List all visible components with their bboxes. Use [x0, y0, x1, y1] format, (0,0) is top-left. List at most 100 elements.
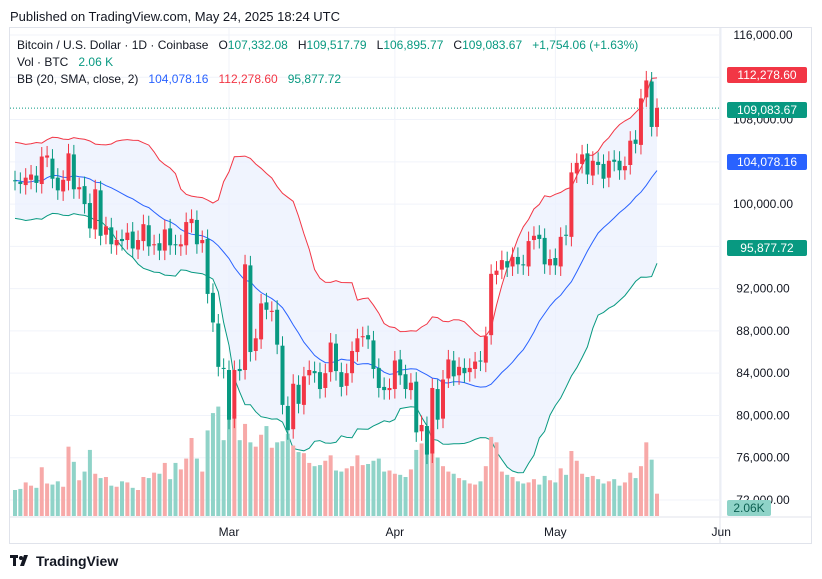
tradingview-brand[interactable]: TradingView: [10, 553, 118, 569]
candle-body[interactable]: [39, 156, 44, 185]
candle-body[interactable]: [376, 367, 381, 388]
candle-body[interactable]: [483, 336, 488, 363]
candle-body[interactable]: [537, 234, 542, 239]
candle-body[interactable]: [168, 228, 173, 246]
candle-body[interactable]: [232, 370, 237, 419]
candle-body[interactable]: [157, 243, 162, 251]
candle-body[interactable]: [178, 244, 183, 247]
candle-body[interactable]: [237, 368, 242, 372]
candle-body[interactable]: [473, 361, 478, 369]
candle-body[interactable]: [580, 154, 585, 164]
candle-body[interactable]: [200, 240, 205, 244]
candle-body[interactable]: [221, 367, 226, 369]
candle-body[interactable]: [569, 172, 574, 237]
candle-body[interactable]: [136, 240, 141, 250]
candle-body[interactable]: [585, 153, 590, 175]
candle-body[interactable]: [55, 177, 60, 191]
candle-body[interactable]: [638, 98, 643, 145]
symbol-title[interactable]: Bitcoin / U.S. Dollar · 1D · Coinbase: [17, 38, 209, 52]
candle-body[interactable]: [189, 218, 194, 224]
candle-body[interactable]: [328, 342, 333, 373]
price-axis[interactable]: 116,000.00112,000.00108,000.00104,000.00…: [733, 28, 793, 507]
candle-body[interactable]: [18, 181, 23, 185]
candle-body[interactable]: [13, 180, 17, 182]
candle-body[interactable]: [253, 338, 258, 351]
candle-body[interactable]: [114, 240, 119, 246]
candle-body[interactable]: [98, 190, 103, 236]
candlesticks[interactable]: [13, 70, 659, 465]
candle-body[interactable]: [515, 256, 520, 265]
candle-body[interactable]: [633, 139, 638, 144]
candle-body[interactable]: [387, 387, 392, 391]
candle-body[interactable]: [462, 367, 467, 374]
candle-body[interactable]: [612, 159, 617, 162]
candle-body[interactable]: [644, 80, 649, 98]
candle-body[interactable]: [152, 244, 157, 246]
candle-body[interactable]: [435, 389, 440, 420]
candle-body[interactable]: [34, 175, 39, 183]
candle-body[interactable]: [120, 238, 124, 242]
candle-body[interactable]: [441, 379, 445, 419]
candle-body[interactable]: [194, 219, 199, 245]
candle-body[interactable]: [408, 382, 413, 391]
candle-body[interactable]: [71, 154, 76, 190]
candle-body[interactable]: [596, 161, 601, 165]
candle-body[interactable]: [93, 189, 98, 230]
candle-body[interactable]: [655, 107, 659, 127]
candle-body[interactable]: [334, 343, 338, 372]
candle-body[interactable]: [307, 370, 312, 376]
candle-body[interactable]: [558, 236, 563, 267]
candle-body[interactable]: [414, 381, 419, 433]
candle-body[interactable]: [419, 424, 424, 432]
candle-body[interactable]: [45, 155, 50, 158]
candle-body[interactable]: [301, 376, 306, 405]
candle-body[interactable]: [553, 257, 558, 266]
candle-body[interactable]: [109, 227, 114, 245]
candle-body[interactable]: [210, 292, 215, 323]
candle-body[interactable]: [622, 166, 627, 171]
candle-body[interactable]: [77, 187, 82, 190]
candle-body[interactable]: [424, 426, 429, 455]
candle-body[interactable]: [398, 359, 403, 376]
candle-body[interactable]: [162, 229, 167, 251]
candle-body[interactable]: [574, 162, 579, 174]
candle-body[interactable]: [87, 203, 92, 229]
candle-body[interactable]: [248, 265, 253, 353]
candle-body[interactable]: [103, 226, 108, 235]
candle-body[interactable]: [505, 261, 510, 268]
candle-body[interactable]: [628, 140, 633, 165]
candle-body[interactable]: [531, 235, 536, 241]
candle-body[interactable]: [205, 238, 210, 294]
time-axis[interactable]: Mar Apr May Jun: [219, 525, 731, 539]
candle-body[interactable]: [264, 302, 269, 310]
candle-body[interactable]: [451, 360, 456, 377]
candle-body[interactable]: [467, 367, 472, 373]
candle-body[interactable]: [23, 177, 28, 186]
candle-body[interactable]: [243, 264, 248, 371]
candle-body[interactable]: [82, 186, 87, 205]
bb-label[interactable]: BB (20, SMA, close, 2): [17, 72, 139, 86]
candle-body[interactable]: [355, 338, 360, 353]
candle-body[interactable]: [521, 264, 526, 266]
candle-body[interactable]: [649, 81, 654, 127]
candle-body[interactable]: [601, 163, 606, 179]
candle-body[interactable]: [312, 371, 317, 374]
candle-body[interactable]: [216, 323, 221, 367]
candle-body[interactable]: [275, 309, 280, 345]
candle-body[interactable]: [494, 270, 499, 275]
candle-body[interactable]: [130, 231, 135, 249]
candle-body[interactable]: [478, 360, 483, 362]
candle-body[interactable]: [344, 373, 349, 386]
candle-body[interactable]: [29, 174, 34, 180]
candle-body[interactable]: [125, 232, 130, 241]
candle-body[interactable]: [510, 256, 515, 267]
candle-body[interactable]: [499, 260, 504, 270]
candle-body[interactable]: [403, 374, 408, 390]
candle-body[interactable]: [141, 224, 146, 242]
candle-body[interactable]: [66, 153, 71, 181]
candle-body[interactable]: [606, 160, 611, 178]
candle-body[interactable]: [360, 336, 365, 338]
candle-body[interactable]: [227, 370, 231, 420]
candle-body[interactable]: [350, 350, 355, 374]
